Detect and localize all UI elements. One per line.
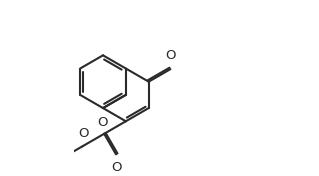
- Text: O: O: [78, 127, 89, 140]
- Text: O: O: [111, 161, 121, 174]
- Text: O: O: [97, 116, 108, 129]
- Text: O: O: [165, 49, 176, 62]
